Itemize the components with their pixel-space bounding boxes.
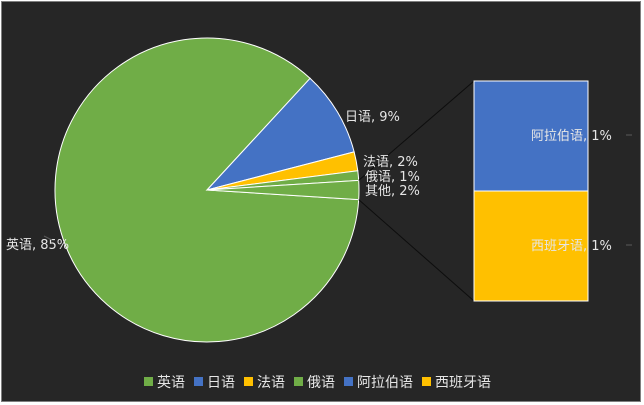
legend-swatch-e998bfe68b89e4bcafe8afad bbox=[344, 377, 353, 386]
legend-swatch-e4bf84e8afad bbox=[294, 377, 303, 386]
pie-slice-e585b6e4bb96 bbox=[206, 179, 360, 201]
legend-item-e6b395e8afad: 法语 bbox=[257, 375, 285, 391]
bar-segment-e998bfe68b89e4bcafe8afad bbox=[473, 80, 589, 192]
bar-segment-e8a5bfe78fade78999e8afad bbox=[473, 190, 589, 302]
data-label-e6b395e8afad: 法语, 2% bbox=[363, 155, 418, 170]
legend-swatch-e8a5bfe78fade78999e8afad bbox=[422, 377, 431, 386]
legend: 英语 日语 法语 俄语 阿拉伯语 西班牙语 bbox=[144, 374, 491, 391]
data-label-e585b6e4bb96: 其他, 2% bbox=[365, 184, 420, 199]
bar-label-e998bfe68b89e4bcafe8afad: 阿拉伯语, 1% bbox=[531, 129, 612, 144]
connector-lines bbox=[358, 80, 475, 302]
legend-item-e8a5bfe78fade78999e8afad: 西班牙语 bbox=[435, 375, 491, 391]
legend-swatch-e6b395e8afad bbox=[244, 377, 253, 386]
legend-item-e4bf84e8afad: 俄语 bbox=[307, 375, 335, 391]
connector-top bbox=[358, 80, 475, 181]
data-label-e88bb1e8afad: 英语, 85% bbox=[6, 238, 69, 253]
pie-slice-e697a5e8afad bbox=[205, 77, 355, 191]
data-label-e4bf84e8afad: 俄语, 1% bbox=[365, 170, 420, 185]
data-label-e697a5e8afad: 日语, 9% bbox=[345, 110, 400, 125]
stacked-bar bbox=[473, 80, 589, 302]
bar-label-e8a5bfe78fade78999e8afad: 西班牙语, 1% bbox=[531, 239, 612, 254]
leader-line-main bbox=[43, 235, 53, 241]
data-labels: 英语, 85% 日语, 9% 法语, 2%俄语, 1%其他, 2% 阿拉伯语, 1% 西… bbox=[6, 110, 632, 254]
pie bbox=[54, 37, 360, 343]
connector-bottom bbox=[358, 199, 475, 302]
legend-item-e998bfe68b89e4bcafe8afad: 阿拉伯语 bbox=[357, 375, 413, 391]
legend-swatch-e697a5e8afad bbox=[194, 377, 203, 386]
legend-swatch-e88bb1e8afad bbox=[144, 377, 153, 386]
legend-item-e697a5e8afad: 日语 bbox=[207, 375, 235, 391]
legend-item-e88bb1e8afad: 英语 bbox=[157, 374, 185, 391]
